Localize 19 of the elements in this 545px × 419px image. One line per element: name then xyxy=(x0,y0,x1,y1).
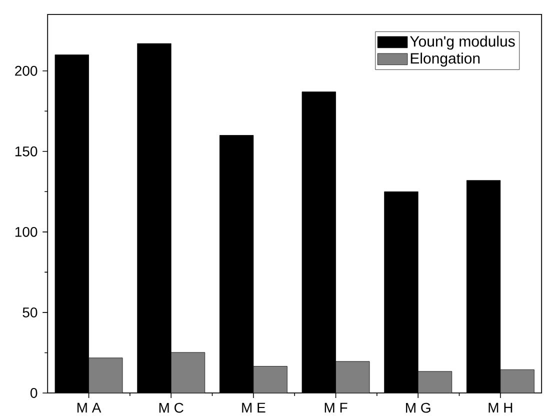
x-tick-label: M A xyxy=(77,402,102,412)
legend-label: Youn'g modulus xyxy=(410,36,515,50)
y-tick-label: 0 xyxy=(30,388,38,398)
legend-label: Elongation xyxy=(410,52,480,67)
x-tick-label: M E xyxy=(242,402,266,412)
bar xyxy=(170,352,206,393)
x-tick-label: M H xyxy=(488,402,512,412)
y-tick-label: 200 xyxy=(15,66,38,76)
x-tick-label: M C xyxy=(159,402,184,413)
x-tick-label: M G xyxy=(406,402,430,413)
x-tick-label: M F xyxy=(324,402,348,412)
y-tick-label: 150 xyxy=(15,146,38,156)
bar xyxy=(418,371,452,393)
y-tick-label: 50 xyxy=(22,307,38,318)
bar xyxy=(253,366,288,393)
bar xyxy=(336,361,370,393)
y-tick-label: 100 xyxy=(15,226,38,237)
bar xyxy=(88,358,123,393)
bar xyxy=(500,369,534,393)
